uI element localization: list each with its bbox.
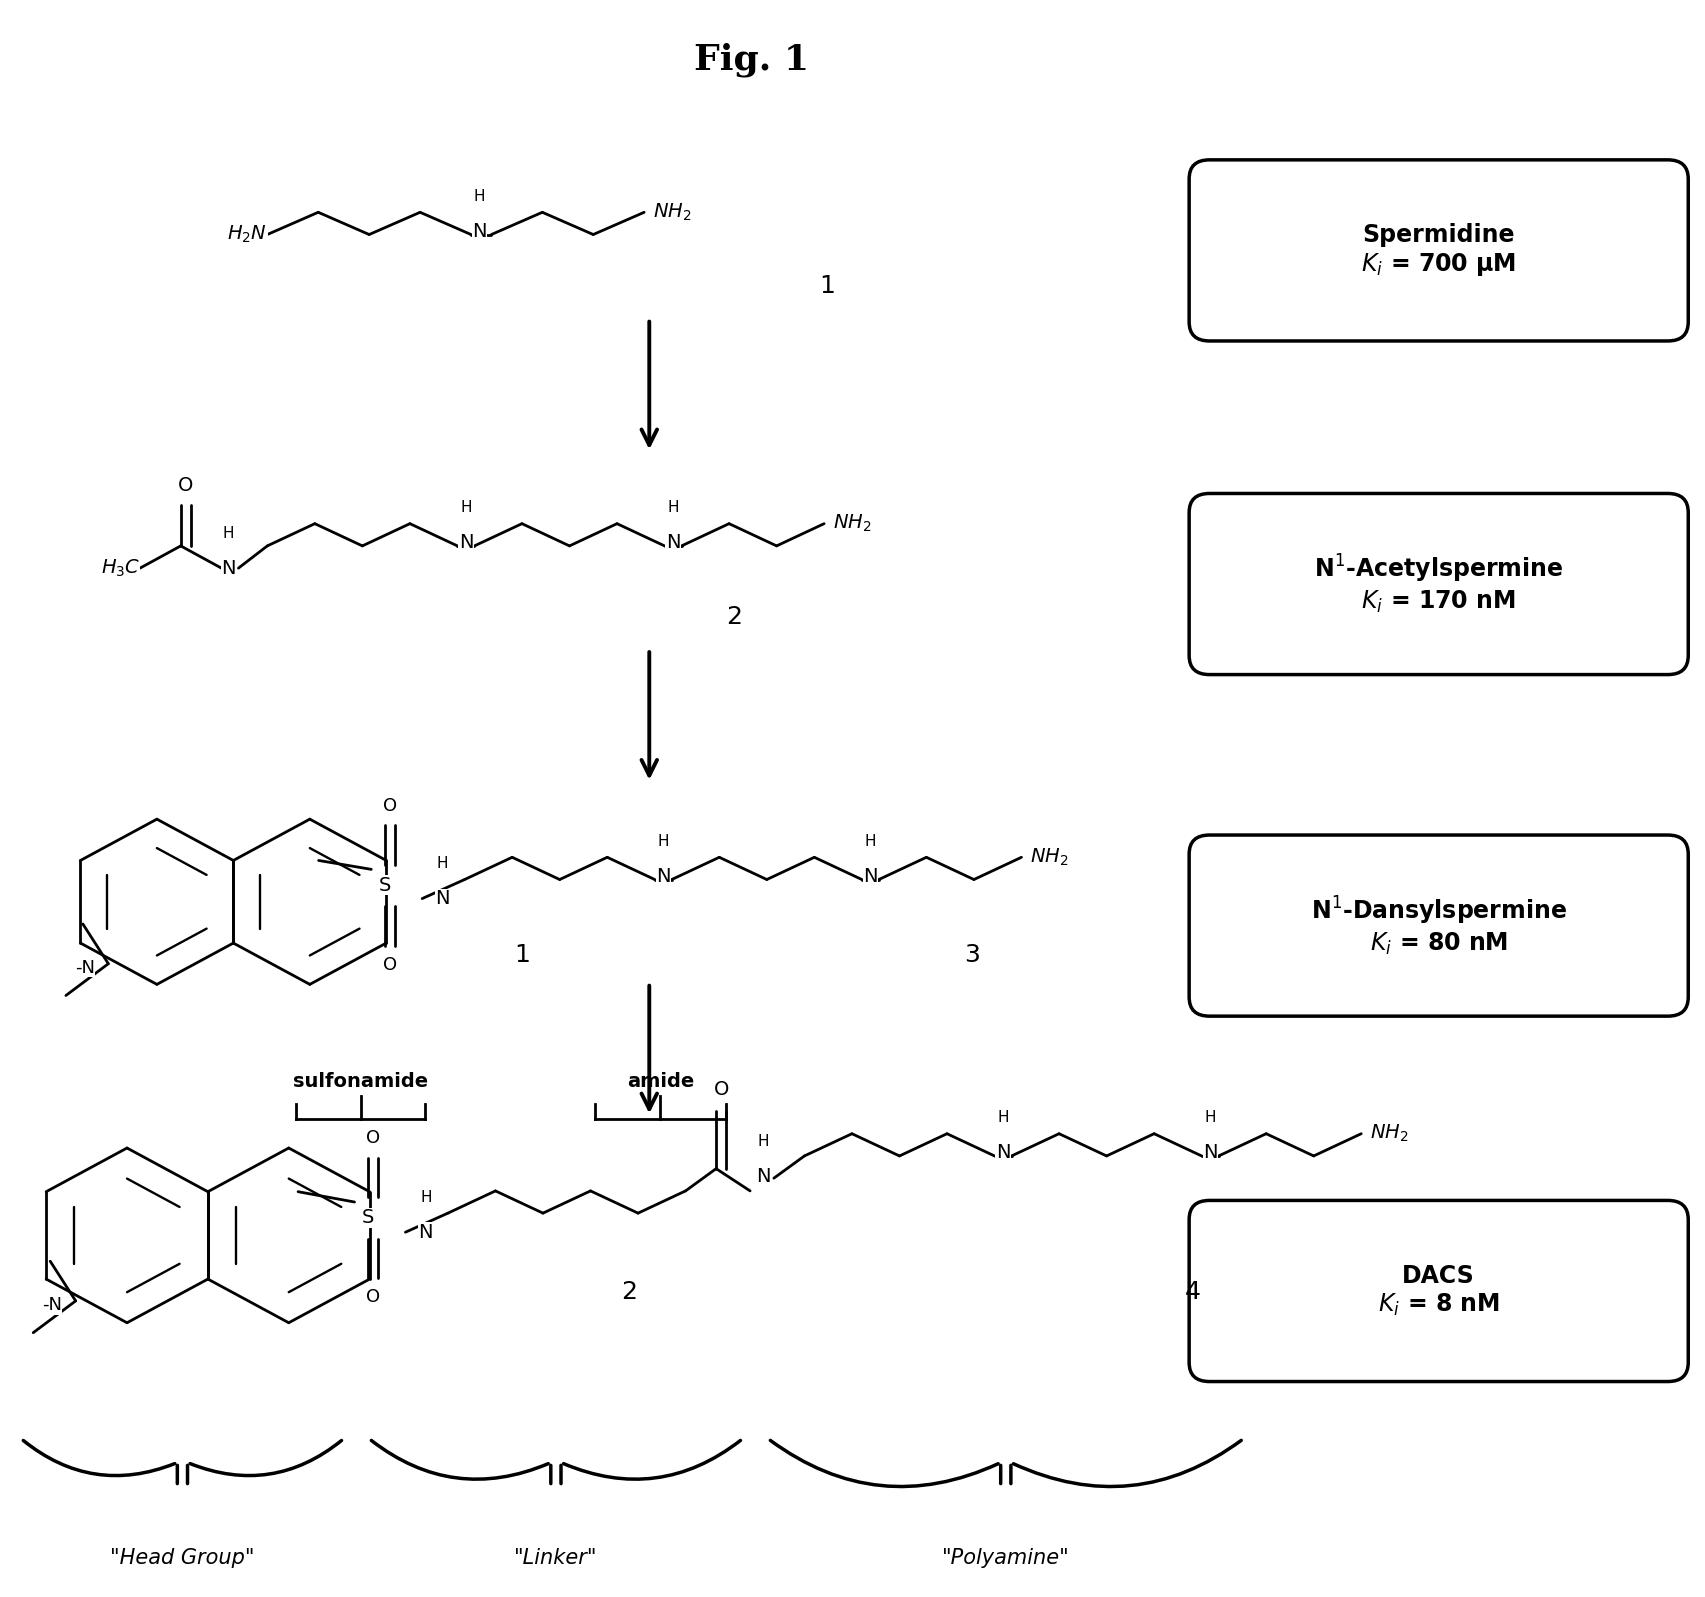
Text: "Linker": "Linker" [513,1549,597,1568]
Text: H: H [1204,1110,1216,1126]
Text: O: O [367,1129,380,1148]
Text: sulfonamide: sulfonamide [293,1072,428,1091]
Text: O: O [382,955,397,974]
Text: $NH_2$: $NH_2$ [653,201,691,224]
Text: $NH_2$: $NH_2$ [1369,1123,1407,1145]
Text: 2: 2 [621,1279,636,1303]
Text: N: N [665,533,680,553]
Text: 2: 2 [726,605,742,629]
Text: 4: 4 [1183,1279,1200,1303]
Text: O: O [367,1289,380,1306]
FancyBboxPatch shape [1188,835,1688,1016]
Text: $NH_2$: $NH_2$ [832,513,871,535]
Text: H: H [667,500,679,516]
Text: O: O [177,476,193,495]
Text: N: N [472,222,486,241]
FancyBboxPatch shape [1188,160,1688,342]
Text: N: N [459,533,472,553]
Text: -N: -N [75,958,95,977]
Text: $H_3C$: $H_3C$ [101,557,140,578]
Text: N: N [435,890,450,909]
Text: H: H [656,834,668,850]
Text: N: N [656,867,670,886]
Text: $H_2N$: $H_2N$ [227,224,268,246]
Text: N: N [1202,1143,1217,1163]
Text: "Head Group": "Head Group" [111,1549,254,1568]
Text: H: H [419,1190,431,1204]
Text: S: S [361,1209,373,1228]
FancyBboxPatch shape [1188,493,1688,674]
Text: H: H [460,500,471,516]
Text: S: S [379,875,390,894]
Text: N: N [222,559,235,578]
Text: amide: amide [626,1072,694,1091]
Text: H: H [997,1110,1008,1126]
Text: -N: -N [41,1297,61,1314]
Text: "Polyamine": "Polyamine" [941,1549,1069,1568]
Text: H: H [757,1134,769,1150]
Text: N$^1$-Dansylspermine
$K_i$ = 80 nM: N$^1$-Dansylspermine $K_i$ = 80 nM [1309,894,1565,957]
Text: O: O [713,1080,728,1099]
Text: Fig. 1: Fig. 1 [694,43,808,77]
Text: 1: 1 [513,944,530,968]
Text: 1: 1 [818,275,835,299]
Text: DACS
$K_i$ = 8 nM: DACS $K_i$ = 8 nM [1378,1263,1499,1318]
Text: H: H [436,856,448,870]
Text: H: H [474,188,484,204]
Text: N: N [755,1167,771,1187]
Text: N$^1$-Acetylspermine
$K_i$ = 170 nM: N$^1$-Acetylspermine $K_i$ = 170 nM [1313,553,1562,615]
Text: O: O [382,797,397,814]
Text: N: N [418,1223,433,1242]
Text: N: N [996,1143,1009,1163]
Text: $NH_2$: $NH_2$ [1030,846,1067,867]
Text: H: H [222,525,234,541]
Text: 3: 3 [963,944,979,968]
Text: H: H [864,834,876,850]
Text: Spermidine
$K_i$ = 700 μM: Spermidine $K_i$ = 700 μM [1361,224,1516,278]
FancyBboxPatch shape [1188,1201,1688,1381]
Text: N: N [863,867,876,886]
